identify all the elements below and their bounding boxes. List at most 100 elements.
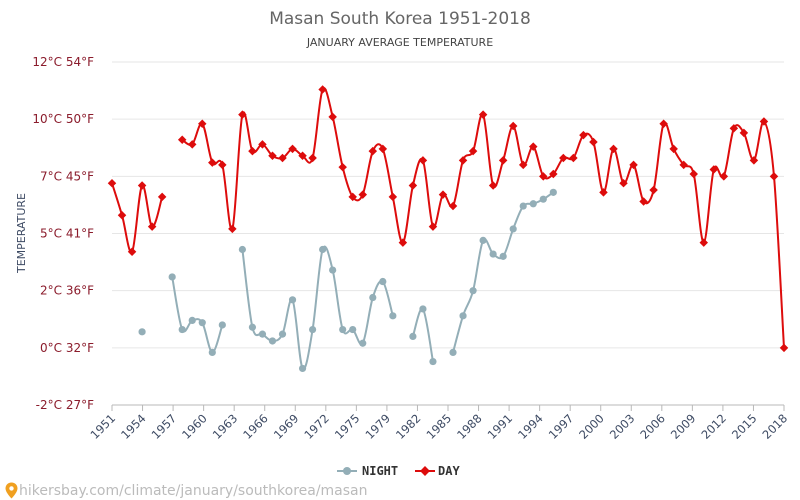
data-point-night[interactable]: [469, 287, 477, 295]
data-point-night[interactable]: [479, 236, 487, 244]
data-point-night[interactable]: [138, 328, 146, 336]
data-point-day[interactable]: [228, 224, 237, 234]
data-point-night[interactable]: [188, 316, 196, 324]
data-point-day[interactable]: [218, 160, 227, 170]
data-point-night[interactable]: [429, 357, 437, 366]
data-point-night[interactable]: [389, 312, 397, 320]
data-point-night[interactable]: [409, 332, 417, 340]
data-point-day[interactable]: [458, 156, 468, 165]
data-point-day[interactable]: [418, 156, 428, 165]
data-point-day[interactable]: [408, 181, 418, 190]
x-tick-label: 1957: [149, 411, 180, 442]
data-point-day[interactable]: [157, 192, 167, 202]
data-point-day[interactable]: [328, 112, 337, 122]
data-point-day[interactable]: [649, 185, 658, 195]
data-point-night[interactable]: [198, 319, 206, 327]
y-tick-label: -2°C 27°F: [36, 398, 94, 412]
data-point-night[interactable]: [218, 321, 226, 329]
x-tick-label: 1966: [240, 411, 271, 442]
data-point-night[interactable]: [499, 252, 507, 260]
legend-item-day[interactable]: DAY: [415, 464, 460, 478]
data-point-day[interactable]: [208, 158, 217, 167]
data-point-day[interactable]: [579, 130, 588, 140]
data-point-day[interactable]: [288, 144, 297, 154]
data-point-day[interactable]: [468, 146, 478, 156]
data-point-day[interactable]: [589, 137, 598, 147]
data-point-day[interactable]: [127, 247, 137, 257]
data-point-day[interactable]: [428, 222, 438, 231]
data-point-night[interactable]: [278, 330, 287, 338]
data-point-day[interactable]: [769, 172, 779, 181]
legend-item-night[interactable]: NIGHT: [337, 464, 398, 478]
data-point-night[interactable]: [519, 202, 527, 210]
data-point-night[interactable]: [379, 277, 387, 286]
data-point-day[interactable]: [639, 197, 648, 206]
data-point-day[interactable]: [689, 169, 698, 179]
data-point-day[interactable]: [378, 144, 388, 154]
data-point-night[interactable]: [509, 225, 517, 233]
data-point-night[interactable]: [339, 325, 347, 334]
data-point-day[interactable]: [338, 162, 347, 172]
data-point-day[interactable]: [187, 140, 197, 149]
source-link[interactable]: hikersbay.com/climate/january/southkorea…: [19, 483, 368, 499]
data-point-day[interactable]: [268, 151, 277, 160]
data-point-night[interactable]: [319, 245, 327, 254]
data-point-day[interactable]: [238, 110, 247, 119]
series-line-night: [241, 245, 394, 370]
data-point-day[interactable]: [117, 210, 127, 220]
data-point-night[interactable]: [178, 325, 186, 334]
legend-marker-night: [343, 467, 351, 475]
data-point-day[interactable]: [358, 190, 367, 199]
data-point-night[interactable]: [268, 337, 277, 345]
data-point-day[interactable]: [699, 238, 709, 247]
data-point-day[interactable]: [348, 192, 357, 202]
data-point-day[interactable]: [107, 178, 117, 188]
data-point-day[interactable]: [448, 201, 458, 211]
data-point-day[interactable]: [599, 188, 608, 197]
data-point-day[interactable]: [298, 151, 307, 160]
data-point-night[interactable]: [489, 250, 497, 258]
data-point-day[interactable]: [398, 238, 408, 247]
data-point-night[interactable]: [168, 273, 176, 281]
data-point-day[interactable]: [318, 85, 327, 94]
data-point-day[interactable]: [488, 181, 498, 190]
data-point-night[interactable]: [208, 348, 216, 357]
data-point-day[interactable]: [198, 119, 207, 128]
data-point-day[interactable]: [719, 172, 729, 181]
data-point-night[interactable]: [308, 325, 317, 334]
data-point-day[interactable]: [569, 153, 578, 163]
chart-subtitle: JANUARY AVERAGE TEMPERATURE: [306, 36, 493, 49]
data-point-day[interactable]: [177, 135, 187, 144]
data-point-night[interactable]: [539, 195, 547, 203]
data-point-day[interactable]: [478, 110, 488, 119]
data-point-day[interactable]: [779, 343, 789, 353]
data-point-day[interactable]: [308, 153, 317, 163]
data-point-day[interactable]: [438, 190, 448, 199]
data-point-night[interactable]: [449, 348, 457, 357]
data-point-night[interactable]: [359, 339, 367, 347]
data-point-day[interactable]: [147, 222, 157, 231]
source-footer[interactable]: hikersbay.com/climate/january/southkorea…: [5, 482, 368, 500]
data-point-night[interactable]: [529, 200, 537, 208]
data-point-day[interactable]: [137, 181, 147, 190]
data-point-day[interactable]: [669, 144, 678, 154]
data-point-night[interactable]: [459, 312, 467, 320]
data-point-day[interactable]: [388, 192, 398, 202]
data-point-night[interactable]: [238, 245, 246, 254]
data-point-night[interactable]: [419, 305, 427, 313]
chart-title: Masan South Korea 1951-2018: [269, 9, 531, 29]
data-point-day[interactable]: [498, 156, 508, 165]
data-point-night[interactable]: [349, 325, 357, 334]
x-tick-label: 2003: [607, 411, 638, 442]
data-point-night[interactable]: [369, 293, 377, 302]
data-point-night[interactable]: [288, 296, 297, 304]
data-point-day[interactable]: [258, 140, 267, 149]
data-point-day[interactable]: [248, 146, 257, 156]
data-point-day[interactable]: [278, 153, 287, 163]
data-point-night[interactable]: [329, 266, 337, 274]
data-point-night[interactable]: [248, 323, 257, 331]
data-point-night[interactable]: [298, 364, 307, 373]
data-point-night[interactable]: [549, 188, 557, 196]
data-point-night[interactable]: [258, 330, 267, 338]
data-point-day[interactable]: [368, 146, 378, 156]
